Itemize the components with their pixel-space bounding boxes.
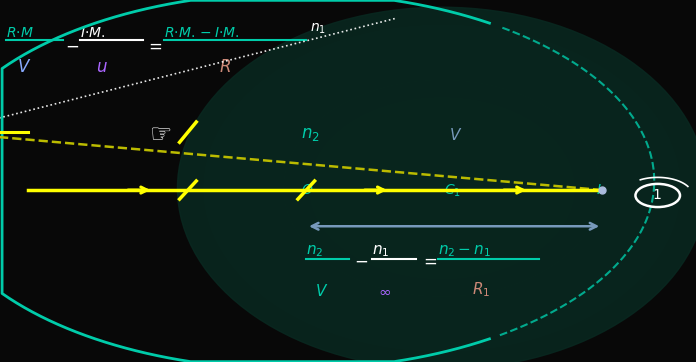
- Text: $n_2$: $n_2$: [306, 243, 324, 259]
- Text: $-$: $-$: [354, 252, 367, 270]
- Text: $1$: $1$: [653, 188, 662, 202]
- Text: $R{\cdot}M$: $R{\cdot}M$: [6, 26, 33, 40]
- Text: $C_1$: $C_1$: [444, 183, 461, 199]
- Ellipse shape: [177, 7, 696, 362]
- Text: $n_2$: $n_2$: [301, 125, 319, 143]
- Text: ☞: ☞: [150, 124, 172, 148]
- Text: $n_1$: $n_1$: [372, 243, 390, 259]
- Ellipse shape: [177, 7, 696, 362]
- Text: $V$: $V$: [315, 283, 328, 299]
- Text: $-$: $-$: [65, 36, 79, 54]
- Ellipse shape: [230, 43, 654, 333]
- Text: $n_2 - n_1$: $n_2 - n_1$: [438, 243, 491, 259]
- Text: $R{\cdot}M. - I{\cdot}M.$: $R{\cdot}M. - I{\cdot}M.$: [164, 26, 239, 40]
- Text: $=$: $=$: [145, 36, 162, 54]
- Text: $I$: $I$: [596, 183, 601, 197]
- Ellipse shape: [310, 98, 574, 279]
- Ellipse shape: [257, 62, 627, 315]
- Text: $V$: $V$: [17, 58, 32, 76]
- Text: $I{\cdot}M.$: $I{\cdot}M.$: [80, 26, 105, 40]
- Text: $\infty$: $\infty$: [378, 284, 391, 299]
- Ellipse shape: [204, 25, 680, 351]
- Text: $R$: $R$: [219, 58, 231, 76]
- Text: $V$: $V$: [449, 127, 462, 143]
- Text: $u$: $u$: [96, 58, 108, 76]
- Ellipse shape: [283, 80, 601, 297]
- Text: $=$: $=$: [420, 252, 438, 270]
- Text: $O$: $O$: [301, 183, 313, 197]
- Text: $n_1$: $n_1$: [310, 22, 326, 36]
- Text: $R_1$: $R_1$: [472, 280, 490, 299]
